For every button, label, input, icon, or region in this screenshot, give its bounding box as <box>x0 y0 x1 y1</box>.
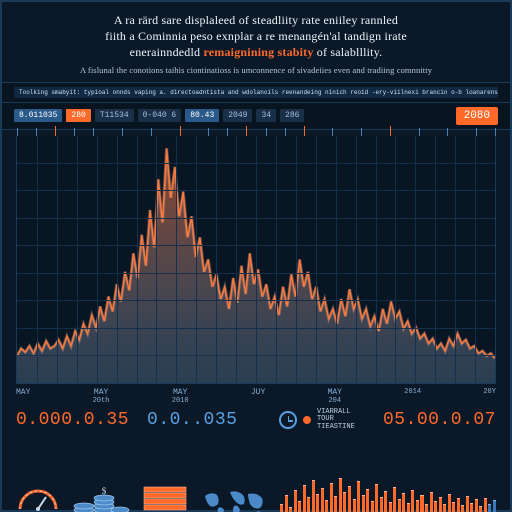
headline-line2: fiith a Cominnia peso exnplar a re menan… <box>105 29 407 43</box>
axis-tick: MAY20th <box>93 388 110 405</box>
mini-bar <box>339 478 342 512</box>
mini-bar <box>443 504 446 512</box>
mini-bar <box>280 504 283 512</box>
mini-bar <box>348 486 351 512</box>
ticker-chip: 280 <box>66 109 90 122</box>
ticker-chip: T11534 <box>95 109 134 122</box>
mini-bar <box>420 495 423 512</box>
mini-bar <box>375 484 378 512</box>
mini-bar <box>411 490 414 512</box>
axis-tick: JUY <box>251 388 265 405</box>
stack-icon: 080. <box>140 475 190 512</box>
mini-bar <box>307 497 310 512</box>
mini-bar <box>407 503 410 512</box>
readout-mid: 0.0..035 <box>147 410 237 430</box>
legend-dot-icon <box>303 416 311 424</box>
axis-tick: MAY204 <box>328 388 342 405</box>
mini-bar <box>357 481 360 512</box>
mini-bar <box>439 497 442 512</box>
headline-main: A ra rärd sare displaleed of steadliity … <box>16 12 496 61</box>
mini-bar <box>325 500 328 512</box>
mini-bar <box>457 498 460 512</box>
mini-bar <box>466 496 469 512</box>
mid-icon-group: VIARRALL TOUR TIEASTINE <box>279 409 365 432</box>
mini-bar <box>484 498 487 512</box>
ticker-label: Toolking smabyit: typioal onnds vaping a… <box>14 87 498 98</box>
mini-bar <box>384 491 387 512</box>
ticker-chips-row: 8.011035 280 T11534 0-040 680.43 2049 34 286 20… <box>2 103 510 130</box>
headline-accent: remaignining stabity <box>203 45 313 59</box>
mini-bar <box>380 497 383 512</box>
mini-bar <box>402 493 405 512</box>
legend-text: VIARRALL TOUR TIEASTINE <box>317 409 365 432</box>
ticker-chip: 2049 <box>223 109 252 122</box>
mini-bar <box>461 505 464 512</box>
ticker-chip: 8.011035 <box>14 109 62 122</box>
mini-bar <box>334 496 337 512</box>
mini-bar <box>316 494 319 512</box>
mini-bar <box>353 499 356 512</box>
mini-bar <box>452 502 455 512</box>
mini-bar <box>371 501 374 512</box>
legend-line3: TIEASTINE <box>317 424 365 432</box>
axis-tick: 20Y <box>483 388 496 405</box>
ticker-chip: 0-040 6 <box>138 109 182 122</box>
axis-tick: MAY2010 <box>172 388 189 405</box>
mini-bar <box>398 499 401 512</box>
coins-icon: $ <box>70 480 130 512</box>
mini-bar <box>289 507 292 512</box>
mini-bar <box>312 480 315 512</box>
mini-bar <box>366 489 369 512</box>
world-map-icon <box>200 484 270 512</box>
mini-bar <box>416 500 419 512</box>
mini-bar <box>389 502 392 512</box>
mini-bar <box>330 483 333 512</box>
mini-bar <box>393 487 396 512</box>
headline-block: A ra rärd sare displaleed of steadliity … <box>2 2 510 83</box>
headline-line3-pre: enerainndedld <box>130 45 204 59</box>
gauge-icon: 1E5 <box>16 483 60 512</box>
mini-bar <box>285 495 288 512</box>
clock-icon <box>279 411 297 429</box>
readouts-row: 0.000.0.35 0.0..035 VIARRALL TOUR TIEAST… <box>2 407 510 438</box>
mini-bar <box>425 504 428 512</box>
mini-bar <box>479 506 482 512</box>
axis-tick: MAY <box>16 388 30 405</box>
mini-bar <box>488 504 491 512</box>
bottom-panel: 1E5 $ 080. <box>2 438 510 512</box>
headline-line1: A ra rärd sare displaleed of steadliity … <box>114 13 398 27</box>
x-axis: MAY MAY20th MAY2010 JUY MAY204 2014 20Y <box>2 384 510 407</box>
readout-right: 05.00.0.07 <box>383 410 496 430</box>
flame-chart <box>16 136 496 384</box>
ticker-chip: 80.43 <box>185 109 219 122</box>
mini-bar <box>448 494 451 512</box>
mini-bar-chart <box>280 476 496 512</box>
mini-bar <box>294 490 297 512</box>
mini-bar <box>321 488 324 512</box>
axis-tick: 2014 <box>404 388 421 405</box>
mini-bar <box>343 492 346 512</box>
mini-bar <box>430 492 433 512</box>
mini-bar <box>493 500 496 512</box>
readout-left: 0.000.0.35 <box>16 410 129 430</box>
ticker-big-value: 2080 <box>456 107 498 125</box>
mini-bar <box>475 499 478 512</box>
ticker-chip: 34 <box>256 109 276 122</box>
mini-bar <box>434 501 437 512</box>
svg-text:$: $ <box>102 486 107 496</box>
mini-bar <box>303 485 306 512</box>
mini-bar <box>470 503 473 512</box>
headline-line3-post: of salablllity. <box>314 45 383 59</box>
mini-bar <box>362 495 365 512</box>
ticker-row: Toolking smabyit: typioal onnds vaping a… <box>2 83 510 103</box>
ticker-chip: 286 <box>280 109 304 122</box>
headline-sub: A fislunal the conotions taihis ciontina… <box>16 65 496 76</box>
mini-bar <box>298 501 301 512</box>
